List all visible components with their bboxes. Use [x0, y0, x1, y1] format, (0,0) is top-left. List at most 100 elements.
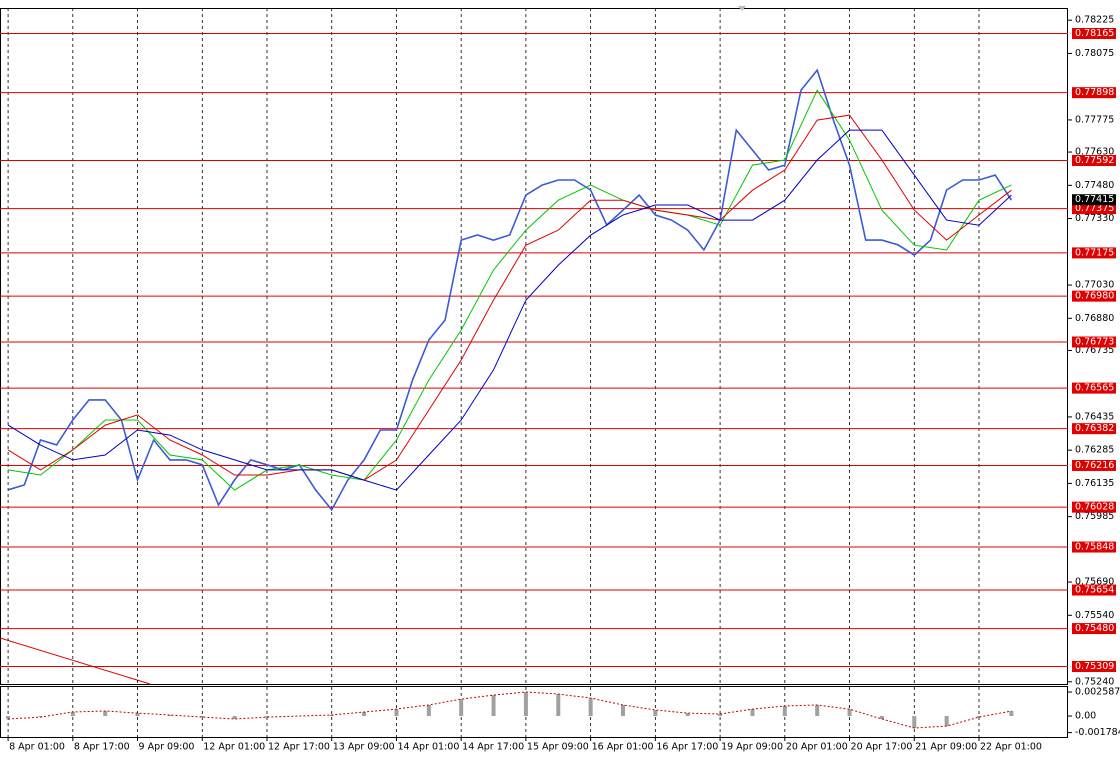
x-tick-label: 9 Apr 09:00 [139, 742, 195, 753]
level-label-box [1072, 541, 1116, 553]
y-tick-label: 0.00 [1075, 711, 1096, 722]
x-tick-label: 22 Apr 01:00 [980, 742, 1042, 753]
level-label: 0.78165 [1075, 28, 1114, 39]
oscillator-bar [750, 709, 755, 717]
oscillator-bar [394, 709, 399, 717]
level-label-box [1072, 501, 1116, 513]
oscillator-bar [977, 716, 981, 718]
level-label: 0.77375 [1075, 203, 1114, 214]
oscillator-bar [556, 694, 561, 717]
oscillator-bar [329, 715, 334, 717]
oscillator-bar [847, 709, 852, 717]
oscillator-bar [6, 716, 11, 720]
y-tick-label: 0.78225 [1075, 15, 1114, 26]
x-tick-label: 19 Apr 09:00 [721, 742, 783, 753]
level-label-box [1072, 336, 1116, 348]
y-tick-label: 0.76285 [1075, 445, 1114, 456]
level-label-box [1072, 87, 1116, 99]
oscillator-bar [912, 716, 917, 729]
level-label: 0.75654 [1075, 585, 1114, 596]
oscillator-bar [782, 706, 787, 717]
x-tick-label: 15 Apr 09:00 [527, 742, 589, 753]
main-panel-frame [0, 8, 1068, 685]
y-tick-label: 0.75985 [1075, 511, 1114, 522]
oscillator-bar [1009, 711, 1014, 717]
oscillator-bar [685, 713, 690, 717]
y-tick-label: 0.77775 [1075, 114, 1114, 125]
oscillator-bar [200, 716, 205, 718]
level-label: 0.75480 [1075, 623, 1114, 634]
moving-average [8, 89, 1012, 491]
oscillator-bar [265, 716, 269, 718]
oscillator-bar [491, 695, 496, 717]
x-tick-label: 8 Apr 17:00 [74, 742, 130, 753]
y-tick-label: 0.78075 [1075, 48, 1114, 59]
oscillator-bar [879, 716, 884, 720]
y-tick-label: 0.75540 [1075, 610, 1114, 621]
level-label-box [1072, 154, 1116, 166]
level-label: 0.77898 [1075, 87, 1114, 98]
oscillator-bar [523, 692, 528, 717]
level-label-box [1072, 382, 1116, 394]
x-tick-label: 14 Apr 01:00 [397, 742, 459, 753]
x-tick-label: 21 Apr 09:00 [915, 742, 977, 753]
level-label-box [1072, 584, 1116, 596]
level-label: 0.76980 [1075, 291, 1114, 302]
oscillator-bar [38, 716, 43, 718]
oscillator-bar [103, 711, 108, 717]
x-tick-label: 12 Apr 01:00 [203, 742, 265, 753]
x-tick-label: 20 Apr 01:00 [786, 742, 848, 753]
x-tick-label: 20 Apr 17:00 [851, 742, 913, 753]
y-tick-label: 0.77480 [1075, 180, 1114, 191]
level-label-box [1072, 660, 1116, 672]
current-price-label: 0.77415 [1075, 194, 1114, 205]
price-line [7, 68, 1013, 512]
x-tick-label: 16 Apr 01:00 [592, 742, 654, 753]
oscillator-panel-frame [0, 686, 1068, 738]
oscillator-bar [815, 704, 820, 717]
level-label: 0.75848 [1075, 542, 1114, 553]
trend-line [0, 637, 151, 685]
y-tick-label: 0.77630 [1075, 147, 1114, 158]
y-tick-label: -0.001784 [1075, 727, 1120, 738]
oscillator-signal [8, 691, 1012, 729]
shift-marker [738, 6, 746, 11]
oscillator-bar [135, 713, 140, 717]
level-label: 0.76216 [1075, 460, 1114, 471]
level-label: 0.76028 [1075, 502, 1114, 513]
x-tick-label: 16 Apr 17:00 [656, 742, 718, 753]
y-tick-label: 0.002587 [1075, 687, 1120, 698]
y-tick-label: 0.76135 [1075, 478, 1114, 489]
level-label: 0.77175 [1075, 247, 1114, 258]
oscillator-bar [167, 715, 172, 717]
level-label-box [1072, 203, 1116, 215]
oscillator-bar [70, 712, 75, 717]
x-tick-label: 14 Apr 17:00 [462, 742, 524, 753]
oscillator-bar [459, 699, 464, 717]
moving-average [7, 129, 1012, 491]
oscillator-bar [232, 716, 237, 720]
level-label-box [1072, 459, 1116, 471]
level-label-box [1072, 623, 1116, 635]
level-label-box [1072, 290, 1116, 302]
level-label: 0.77592 [1075, 155, 1114, 166]
oscillator-bar [718, 713, 723, 717]
level-label-box [1072, 423, 1116, 435]
oscillator-bar [621, 704, 625, 717]
y-tick-label: 0.76880 [1075, 313, 1114, 324]
x-tick-label: 12 Apr 17:00 [268, 742, 330, 753]
x-tick-label: 13 Apr 09:00 [333, 742, 395, 753]
oscillator-bar [653, 710, 658, 717]
oscillator-bar [426, 704, 431, 717]
level-label: 0.76565 [1075, 383, 1114, 394]
oscillator-bar [588, 698, 593, 717]
x-tick-label: 8 Apr 01:00 [9, 742, 65, 753]
level-label-box [1072, 247, 1116, 259]
y-tick-label: 0.77330 [1075, 213, 1114, 224]
level-label: 0.76773 [1075, 337, 1114, 348]
level-label: 0.76382 [1075, 423, 1114, 434]
oscillator-bar [944, 716, 949, 727]
y-tick-label: 0.75690 [1075, 577, 1114, 588]
level-label-box [1072, 27, 1116, 39]
